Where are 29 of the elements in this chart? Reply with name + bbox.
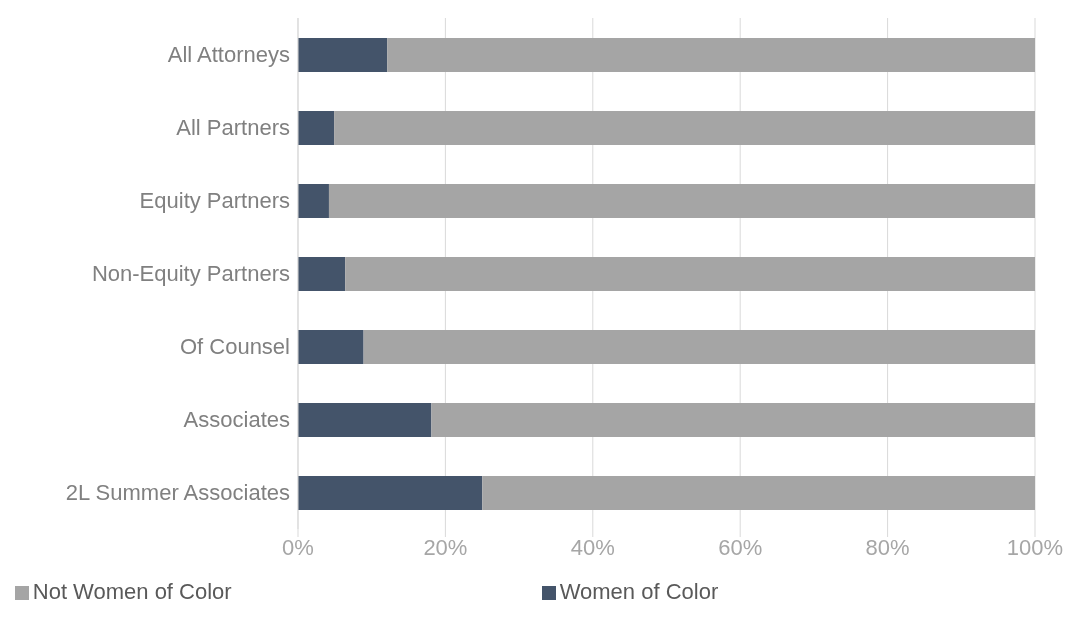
x-tick-label: 60% <box>718 534 763 560</box>
bar <box>431 403 1035 437</box>
bar <box>298 476 483 510</box>
bar <box>298 38 388 72</box>
x-tick-label: 20% <box>423 534 468 560</box>
x-tick-label: 40% <box>570 534 615 560</box>
y-tick-label: Of Counsel <box>179 334 290 360</box>
bar <box>298 330 364 364</box>
x-tick-label: 0% <box>282 534 314 560</box>
bar <box>363 330 1035 364</box>
bar <box>298 184 329 218</box>
x-tick-label: 100% <box>1006 534 1064 560</box>
y-tick-label: 2L Summer Associates <box>65 480 290 506</box>
bar <box>387 38 1035 72</box>
bar <box>345 257 1035 291</box>
x-tick-label: 80% <box>865 534 910 560</box>
y-tick-label: All Attorneys <box>167 42 290 68</box>
bar <box>482 476 1035 510</box>
y-tick-label: Equity Partners <box>139 188 290 214</box>
legend-label: Women of Color <box>559 579 719 604</box>
y-tick-label: Associates <box>183 407 290 433</box>
bar <box>334 111 1035 145</box>
bar <box>298 111 335 145</box>
legend-label: Not Women of Color <box>32 579 232 604</box>
bar <box>298 257 346 291</box>
y-tick-label: Non-Equity Partners <box>91 261 290 287</box>
bar <box>328 184 1035 218</box>
bar <box>298 403 432 437</box>
y-tick-label: All Partners <box>176 115 290 141</box>
